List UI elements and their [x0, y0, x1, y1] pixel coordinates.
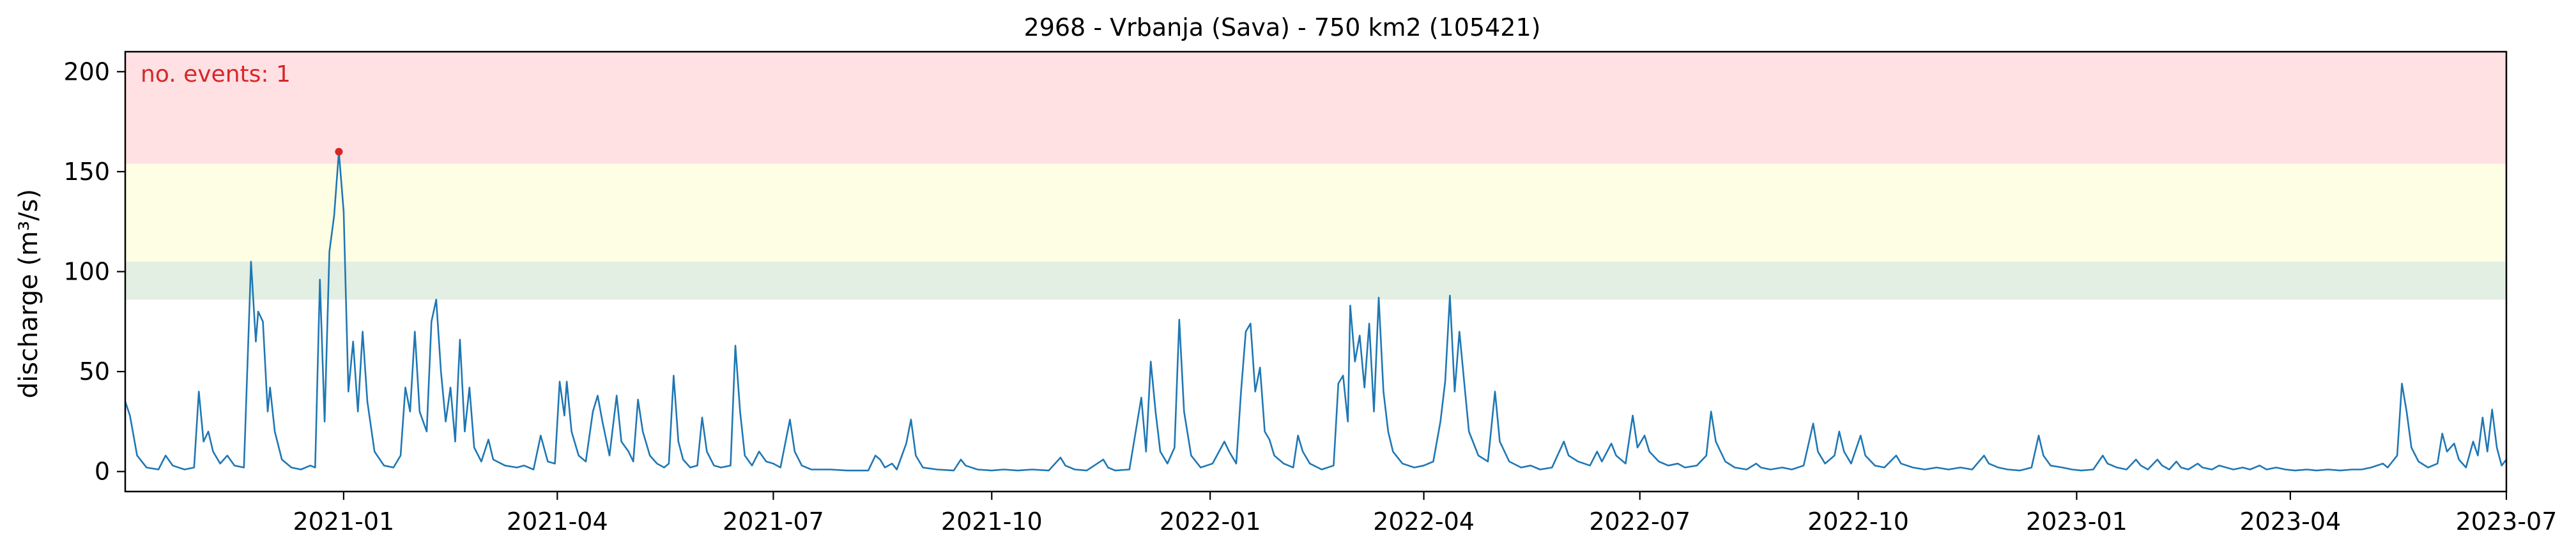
x-tick-label: 2021-04	[507, 507, 608, 536]
axis-ticks: 2021-01 2021-04 2021-07 2021-10 2022-01 2022-…	[63, 57, 2557, 536]
chart-title: 2968 - Vrbanja (Sava) - 750 km2 (105421)	[1024, 13, 1541, 41]
y-tick-label: 100	[63, 258, 110, 286]
y-axis-label: discharge (m³/s)	[14, 189, 43, 398]
threshold-band-3	[125, 52, 2506, 164]
x-tick-label: 2023-07	[2456, 507, 2557, 536]
plot-area	[124, 147, 2508, 472]
y-tick-label: 150	[63, 158, 110, 186]
threshold-band-1	[125, 261, 2506, 300]
y-tick-label: 50	[79, 357, 110, 386]
x-tick-label: 2023-04	[2239, 507, 2341, 536]
x-tick-label: 2021-07	[723, 507, 824, 536]
threshold-bands	[125, 52, 2506, 300]
event-marker	[335, 147, 343, 156]
threshold-band-2	[125, 163, 2506, 262]
x-tick-label: 2022-04	[1373, 507, 1475, 536]
x-tick-label: 2021-01	[293, 507, 394, 536]
x-tick-label: 2022-01	[1160, 507, 1261, 536]
x-tick-label: 2022-10	[1807, 507, 1909, 536]
x-tick-label: 2022-07	[1589, 507, 1690, 536]
axes-frame	[124, 50, 2508, 493]
events-annotation: no. events: 1	[141, 61, 291, 87]
x-tick-label: 2021-10	[941, 507, 1043, 536]
y-tick-label: 200	[63, 57, 110, 86]
x-tick-label: 2023-01	[2026, 507, 2128, 536]
discharge-series-line	[124, 151, 2508, 472]
y-tick-label: 0	[95, 458, 110, 486]
